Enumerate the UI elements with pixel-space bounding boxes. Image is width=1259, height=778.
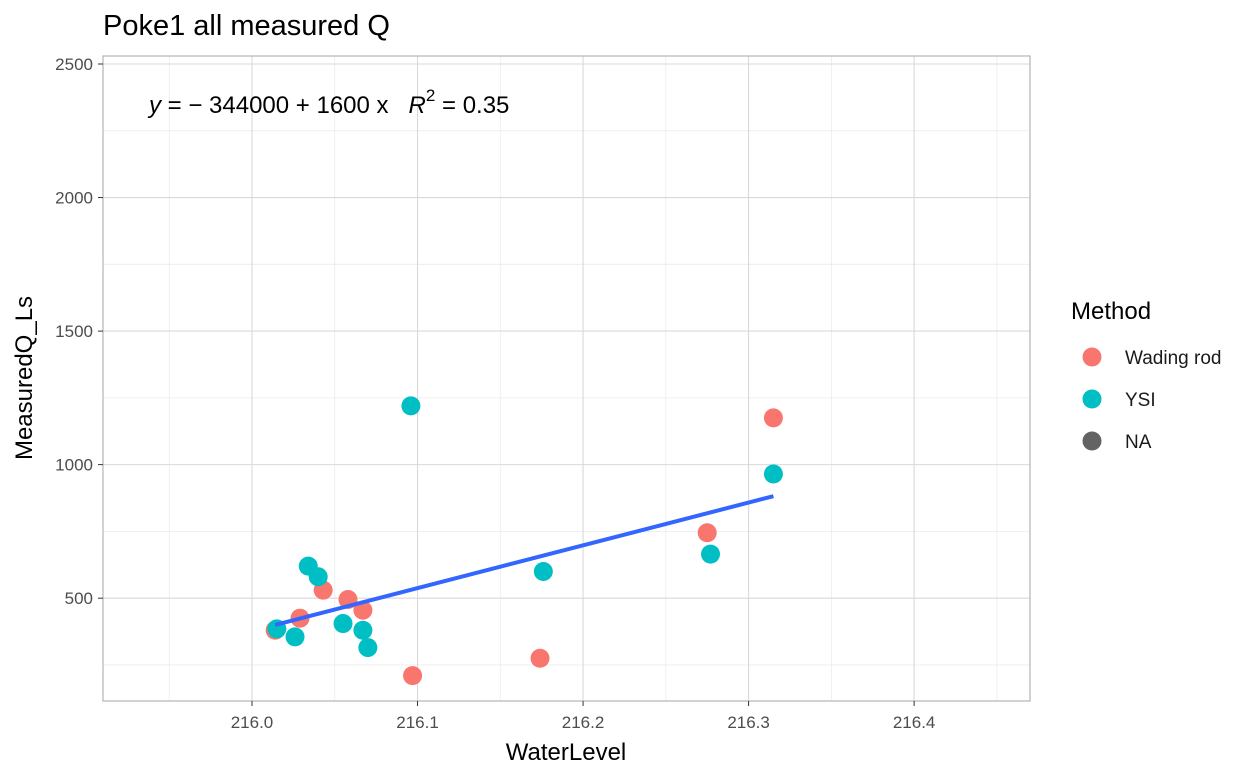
point-ysi [401,396,421,416]
regression-line [274,494,774,627]
point-ysi [358,638,378,658]
x-tick-label: 216.3 [727,713,770,732]
x-axis-title: WaterLevel [506,739,627,766]
equation-r-value: = 0.35 [435,92,509,119]
equation-rhs: = − 344000 + 1600 x [161,92,389,119]
legend-key-wading-rod [1082,347,1102,367]
legend-label-na: NA [1125,432,1152,453]
regression-equation: y = − 344000 + 1600 x R2 = 0.35 [147,86,509,119]
legend-title: Method [1071,298,1151,325]
y-axis-title: MeasuredQ_Ls [11,296,38,460]
x-tick-label: 216.0 [231,713,274,732]
point-ysi [533,561,553,581]
point-ysi [701,544,721,564]
point-wading-rod [763,408,783,428]
point-wading-rod [403,666,423,686]
x-axis-ticks: 216.0 216.1 216.2 216.3 216.4 [231,701,936,732]
equation-lhs: y [147,92,163,119]
equation-r-label: R [409,92,426,119]
y-tick-label: 2500 [55,55,93,74]
y-tick-label: 500 [65,589,93,608]
point-ysi [285,627,305,647]
legend-label-wading-rod: Wading rod [1125,348,1221,369]
legend-key-na [1082,431,1102,451]
y-tick-label: 1500 [55,322,93,341]
point-ysi [353,620,373,640]
y-axis-ticks: 500 1000 1500 2000 2500 [55,55,103,608]
point-ysi [308,567,328,587]
x-tick-label: 216.1 [396,713,439,732]
plot-panel [103,56,1030,701]
x-tick-label: 216.4 [893,713,936,732]
point-ysi [763,464,783,484]
y-tick-label: 1000 [55,456,93,475]
point-ysi [333,614,353,634]
major-grid [103,56,1030,701]
point-wading-rod [530,648,550,668]
y-tick-label: 2000 [55,189,93,208]
legend-label-ysi: YSI [1125,390,1156,411]
equation-r-superscript: 2 [426,86,435,105]
plot-border [102,55,1031,702]
chart-title: Poke1 all measured Q [103,10,390,42]
x-tick-label: 216.2 [562,713,605,732]
point-wading-rod [697,523,717,543]
minor-grid [103,56,1030,701]
legend: Method Wading rod YSI NA [1071,298,1221,453]
legend-key-ysi [1082,389,1102,409]
